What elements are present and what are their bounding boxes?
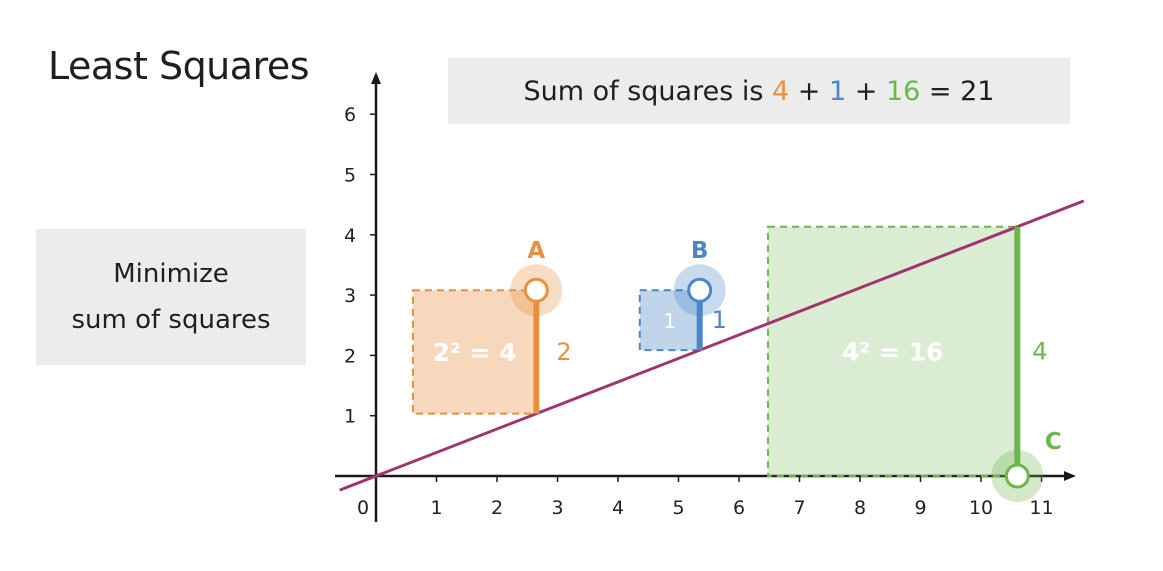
x-tick-label: 4 <box>612 497 624 519</box>
x-tick-label: 2 <box>491 497 503 519</box>
square-a <box>411 289 538 415</box>
minimize-line-1: Minimize <box>113 259 229 289</box>
sum-term-a: 4 <box>772 75 790 107</box>
x-tick-label: 6 <box>733 497 745 519</box>
point-b-label: B <box>691 238 709 264</box>
x-tick-label: 3 <box>551 497 563 519</box>
x-tick-label: 5 <box>672 497 684 519</box>
minimize-box: Minimize sum of squares <box>36 229 306 365</box>
y-tick-label: 1 <box>344 406 356 428</box>
y-tick-label: 3 <box>344 285 356 307</box>
square-a-label: 2² = 4 <box>433 338 517 367</box>
square-b <box>638 289 701 352</box>
square-b-label: 1 <box>663 309 676 333</box>
x-tick-label: 8 <box>854 497 866 519</box>
residual-a-label: 2 <box>556 338 571 366</box>
sum-plus-1: + <box>789 75 829 107</box>
regression-line <box>339 199 1085 492</box>
minimize-line-2: sum of squares <box>71 305 271 335</box>
sum-term-c: 16 <box>885 75 921 107</box>
point-c-label: C <box>1045 429 1062 455</box>
point-c <box>1004 463 1030 489</box>
y-tick-label: 6 <box>344 104 356 126</box>
residual-b-label: 1 <box>712 306 727 334</box>
sum-term-b: 1 <box>829 75 847 107</box>
x-tick-label: 1 <box>430 497 442 519</box>
y-tick-label: 4 <box>344 225 356 247</box>
residual-c-label: 4 <box>1032 337 1047 365</box>
y-tick-label: 2 <box>344 345 356 367</box>
x-axis-arrow <box>1064 471 1076 481</box>
point-b <box>687 277 713 303</box>
square-c-label: 4² = 16 <box>842 337 944 366</box>
y-tick-label: 5 <box>344 165 356 187</box>
x-tick-label: 7 <box>793 497 805 519</box>
sum-prefix: Sum of squares is <box>523 75 773 107</box>
x-tick-label: 0 <box>357 497 369 519</box>
sum-plus-2: + <box>846 75 886 107</box>
point-a <box>523 277 549 303</box>
x-tick-label: 9 <box>914 497 926 519</box>
y-axis-arrow <box>371 72 381 84</box>
sum-result: = 21 <box>920 75 995 107</box>
page-title: Least Squares <box>48 44 310 88</box>
point-a-label: A <box>527 238 545 264</box>
x-tick-label: 10 <box>969 497 993 519</box>
x-tick-label: 11 <box>1029 497 1053 519</box>
sum-of-squares-box: Sum of squares is 4 + 1 + 16 = 21 <box>448 58 1070 124</box>
